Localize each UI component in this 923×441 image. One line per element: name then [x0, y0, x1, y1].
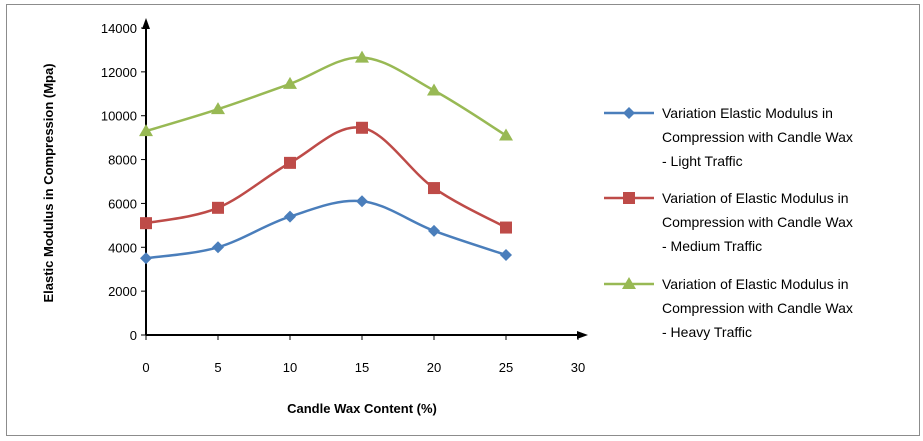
series-layer: [139, 50, 513, 265]
series-line: [145, 199, 507, 260]
x-tick-label: 25: [499, 360, 513, 375]
legend-label: - Light Traffic: [662, 153, 743, 169]
legend-entry-1: Variation Elastic Modulus in Compression …: [604, 105, 853, 169]
data-point: [500, 221, 512, 234]
legend-entry-3: Variation of Elastic Modulus in Compressi…: [604, 276, 853, 340]
x-tick-label: 10: [283, 360, 297, 375]
y-tick-label: 12000: [101, 65, 137, 80]
data-point: [283, 76, 297, 89]
y-axis-title: Elastic Modulus in Compression (Mpa): [41, 63, 56, 302]
legend-entry-2: Variation of Elastic Modulus in Compressi…: [604, 190, 853, 254]
legend-label: Variation of Elastic Modulus in: [662, 190, 849, 206]
legend-label: Compression with Candle Wax: [662, 214, 853, 230]
data-point: [212, 241, 224, 254]
series-2: [140, 121, 512, 234]
y-tick-label: 6000: [108, 196, 137, 211]
legend-label: Compression with Candle Wax: [662, 300, 853, 316]
legend-label: Variation of Elastic Modulus in: [662, 276, 849, 292]
data-point: [284, 210, 296, 223]
legend-marker: [623, 192, 635, 204]
data-point: [356, 121, 368, 134]
data-point: [499, 128, 513, 141]
y-tick-label: 10000: [101, 109, 137, 124]
data-point: [500, 248, 512, 261]
data-point: [428, 182, 440, 195]
y-tick-label: 8000: [108, 153, 137, 168]
y-tick-label: 4000: [108, 240, 137, 255]
x-axis-title: Candle Wax Content (%): [287, 401, 437, 416]
x-axis-arrow: [577, 331, 588, 339]
y-axis-arrow: [142, 18, 150, 29]
series-line: [145, 126, 507, 229]
data-point: [284, 156, 296, 169]
data-point: [355, 50, 369, 63]
legend-label: Variation Elastic Modulus in: [662, 105, 833, 121]
y-tick-label: 0: [130, 328, 137, 343]
legend-marker: [623, 107, 635, 119]
y-tick-label: 2000: [108, 284, 137, 299]
data-point: [140, 252, 152, 265]
legend-label: Compression with Candle Wax: [662, 129, 853, 145]
series-1: [140, 195, 512, 265]
data-point: [140, 217, 152, 230]
x-tick-label: 30: [571, 360, 585, 375]
legend-marker: [622, 277, 636, 289]
axes: 0 2000 4000 6000 8000 10000 12000 14000 0 5 10 15 20…: [101, 18, 588, 375]
x-tick-label: 0: [142, 360, 149, 375]
data-point: [211, 102, 225, 115]
legend-label: - Medium Traffic: [662, 238, 762, 254]
data-point: [212, 201, 224, 214]
data-point: [428, 224, 440, 237]
series-3: [139, 50, 513, 141]
x-tick-label: 15: [355, 360, 369, 375]
legend: Variation Elastic Modulus in Compression …: [604, 105, 853, 340]
x-tick-label: 20: [427, 360, 441, 375]
x-tick-label: 5: [214, 360, 221, 375]
series-line: [145, 56, 507, 137]
data-point: [356, 195, 368, 208]
data-point: [427, 83, 441, 96]
data-point: [139, 124, 153, 137]
legend-label: - Heavy Traffic: [662, 324, 752, 340]
y-tick-label: 14000: [101, 21, 137, 36]
